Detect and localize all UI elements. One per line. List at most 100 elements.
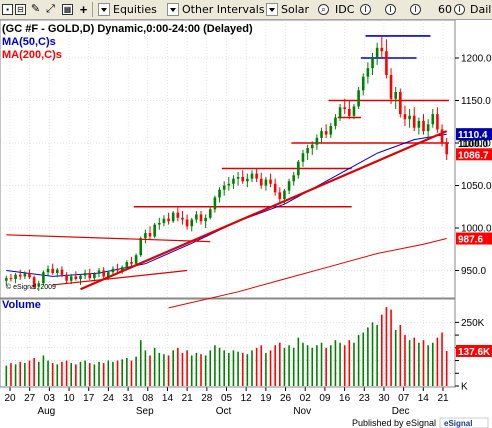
price-candle xyxy=(324,124,328,138)
price-tag-last: 1086.7 xyxy=(458,150,489,161)
price-candle xyxy=(440,124,444,147)
interval-60-button[interactable]: 60 xyxy=(438,3,452,16)
volume-last-tag: 137.6K xyxy=(458,347,491,358)
price-panel xyxy=(0,20,456,299)
price-candle xyxy=(371,52,374,75)
price-candle xyxy=(134,253,138,266)
price-candle xyxy=(88,268,92,280)
price-candle xyxy=(436,107,439,133)
price-candle xyxy=(153,222,156,239)
price-candle xyxy=(250,170,254,183)
price-candle xyxy=(417,117,421,135)
price-candle xyxy=(74,271,78,281)
price-candle xyxy=(167,212,170,225)
price-candle xyxy=(144,229,147,244)
solar-menu[interactable]: Solar xyxy=(281,3,310,16)
price-candle xyxy=(199,211,203,225)
price-tick-label: 1200.0 xyxy=(461,54,492,65)
other-intervals-dropdown-icon[interactable] xyxy=(167,3,179,16)
price-candle xyxy=(162,215,166,227)
price-candle xyxy=(218,187,221,203)
price-candle xyxy=(171,211,175,223)
price-candle xyxy=(301,149,305,167)
equities-menu[interactable]: Equities xyxy=(113,3,157,16)
ma200-legend: MA(200,C)s xyxy=(2,49,62,61)
month-label: Dec xyxy=(392,406,410,417)
price-candle xyxy=(403,105,407,126)
published-by: Published by eSignal xyxy=(352,418,436,428)
cursor-icon[interactable]: ⤢ xyxy=(46,3,55,15)
price-candle xyxy=(213,195,217,213)
solar-dropdown-icon[interactable] xyxy=(266,3,278,16)
price-candle xyxy=(79,274,82,285)
price-tag-ma200: 987.6 xyxy=(458,235,483,246)
trend-line xyxy=(52,269,188,286)
ma50-legend: MA(50,C)s xyxy=(2,36,56,48)
price-candle xyxy=(227,177,231,191)
price-candle xyxy=(195,211,198,223)
price-candle xyxy=(399,88,402,118)
interval-button-2[interactable]: I xyxy=(385,4,396,15)
price-candle xyxy=(422,114,425,135)
interval-button-daily[interactable]: I xyxy=(454,4,465,15)
window-menu-icon[interactable]: ▪ xyxy=(2,4,13,15)
price-candle xyxy=(185,214,189,230)
price-candle xyxy=(287,178,291,194)
esignal-logo-text: eSignal xyxy=(444,419,472,428)
price-candle xyxy=(338,103,342,121)
price-candle xyxy=(357,86,360,109)
equities-dropdown-icon[interactable] xyxy=(98,3,110,16)
price-tag-box xyxy=(456,128,492,141)
price-candle xyxy=(380,35,384,58)
month-label: Sep xyxy=(136,406,154,417)
price-candle xyxy=(445,137,448,160)
price-tick-label: 1150.0 xyxy=(461,96,491,107)
price-candle xyxy=(65,272,68,284)
price-candle xyxy=(56,267,59,278)
price-candle xyxy=(278,187,282,203)
day-label: 09 xyxy=(319,393,331,404)
price-tick-label: 950.0 xyxy=(461,266,486,277)
esignal-logo xyxy=(439,417,489,428)
price-candle xyxy=(343,98,347,115)
day-label: 20 xyxy=(4,393,16,404)
price-candle xyxy=(375,42,379,65)
day-label: 08 xyxy=(142,393,154,404)
link-icon[interactable]: ⊟ xyxy=(15,4,26,15)
price-candle xyxy=(5,275,8,286)
idc-button[interactable]: IDC xyxy=(335,3,355,16)
price-candle xyxy=(329,122,333,138)
price-candle xyxy=(389,68,393,104)
daily-button[interactable]: Daily xyxy=(470,3,492,16)
copyright-watermark: © eSignal, 2009 xyxy=(6,283,56,291)
draw-tools-icon[interactable]: ✎ xyxy=(30,3,41,15)
grid-icon[interactable]: ▦ xyxy=(62,4,73,15)
other-intervals-menu[interactable]: Other Intervals xyxy=(182,3,265,16)
day-label: 12 xyxy=(241,393,253,404)
price-tick-label: 1000.0 xyxy=(461,224,492,235)
price-candle xyxy=(120,265,124,274)
price-candle xyxy=(352,103,356,120)
price-candle xyxy=(139,236,143,257)
interval-button-3[interactable]: I xyxy=(410,4,421,15)
add-icon[interactable]: + xyxy=(79,2,88,17)
price-candle xyxy=(348,100,351,120)
price-candle xyxy=(236,171,240,186)
price-tag-box xyxy=(456,148,492,161)
price-candle xyxy=(37,280,41,291)
price-candle xyxy=(315,134,319,150)
day-label: 27 xyxy=(24,393,36,404)
price-candle xyxy=(426,119,430,140)
price-chart[interactable]: 950.0 1000.0 1050.0 1100.0 1150.0 1200.0 K 250K… xyxy=(0,20,492,428)
price-candle xyxy=(273,178,277,196)
price-candle xyxy=(259,172,263,189)
price-candle xyxy=(102,267,105,279)
price-candle xyxy=(83,269,87,279)
price-candle xyxy=(408,109,411,128)
interval-button-1[interactable]: I xyxy=(360,4,371,15)
search-icon[interactable]: ⌕ xyxy=(318,4,329,15)
day-label: 02 xyxy=(300,393,312,404)
volume-tag-box xyxy=(456,344,492,357)
price-candle xyxy=(204,214,207,228)
day-label: 14 xyxy=(162,393,174,404)
